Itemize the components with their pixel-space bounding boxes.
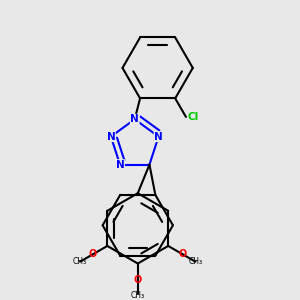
Text: Cl: Cl bbox=[188, 112, 199, 122]
Text: N: N bbox=[106, 132, 115, 142]
Text: N: N bbox=[154, 132, 163, 142]
Text: CH₃: CH₃ bbox=[188, 257, 203, 266]
Text: O: O bbox=[134, 275, 142, 285]
Text: O: O bbox=[178, 249, 187, 260]
Text: O: O bbox=[89, 249, 97, 260]
Text: CH₃: CH₃ bbox=[131, 290, 145, 299]
Text: CH₃: CH₃ bbox=[73, 257, 87, 266]
Text: N: N bbox=[116, 160, 124, 170]
Text: N: N bbox=[130, 114, 139, 124]
